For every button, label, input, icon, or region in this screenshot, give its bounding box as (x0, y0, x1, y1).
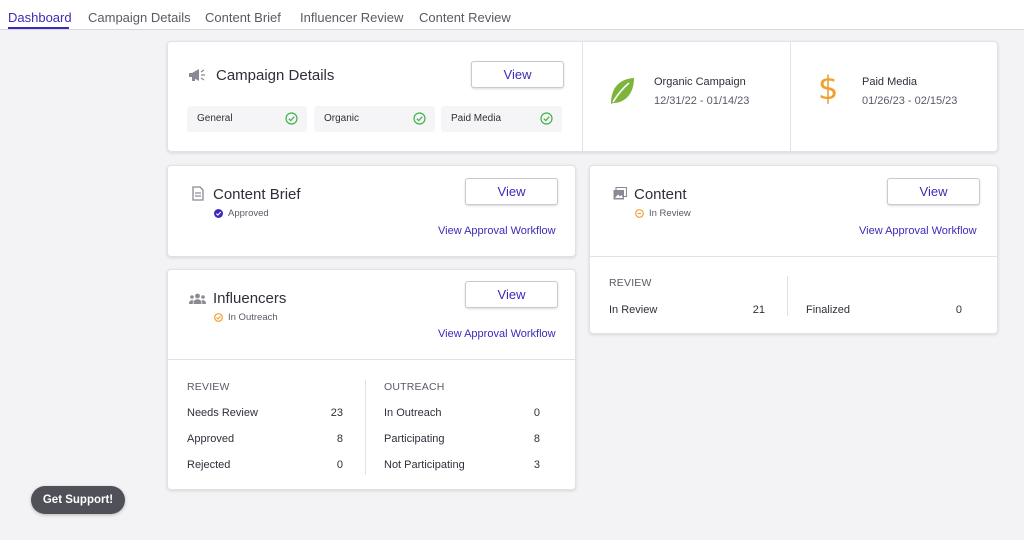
in-outreach-icon (214, 313, 223, 322)
stat-value: 21 (752, 304, 765, 316)
tab-bar: Dashboard Campaign Details Content Brief… (0, 0, 1024, 30)
content-brief-workflow-link[interactable]: View Approval Workflow (438, 225, 556, 237)
in-review-icon (635, 209, 644, 218)
dollar-icon: $ (818, 69, 839, 107)
stat-label: Rejected (187, 459, 231, 471)
review-heading: REVIEW (187, 381, 230, 393)
stat-value: 0 (955, 304, 962, 316)
divider (168, 359, 575, 360)
stat-label: Participating (384, 433, 445, 445)
megaphone-icon (189, 69, 205, 81)
divider (590, 256, 997, 257)
campaign-details-card: Campaign Details View General Organic Pa… (167, 41, 998, 152)
influencers-workflow-link[interactable]: View Approval Workflow (438, 328, 556, 340)
tab-influencer-review[interactable]: Influencer Review (300, 10, 404, 25)
approved-check-icon (214, 209, 223, 218)
status-label: In Outreach (228, 312, 278, 323)
document-icon (192, 186, 204, 201)
content-card: Content In Review View View Approval Wor… (589, 165, 998, 334)
influencers-view-button[interactable]: View (465, 281, 558, 308)
campaign-dates: 01/26/23 - 02/15/23 (862, 95, 958, 107)
stat-label: Approved (187, 433, 235, 445)
campaign-name: Organic Campaign (654, 76, 746, 88)
check-circle-icon (413, 112, 426, 125)
people-group-icon (189, 293, 206, 304)
divider (787, 276, 788, 316)
stat-label: Finalized (806, 304, 851, 316)
content-view-button[interactable]: View (887, 178, 980, 205)
stat-value: 8 (336, 433, 343, 445)
outreach-heading: OUTREACH (384, 381, 445, 393)
active-tab-indicator (8, 27, 69, 29)
stat-value: 8 (533, 433, 540, 445)
divider (365, 380, 366, 475)
influencers-card: Influencers In Outreach View View Approv… (167, 269, 576, 490)
image-gallery-icon (613, 187, 627, 200)
campaign-item-paid-media[interactable]: Paid Media (441, 106, 562, 132)
campaign-details-view-button[interactable]: View (471, 61, 564, 88)
status-label: In Review (649, 208, 691, 219)
campaign-item-label: Paid Media (451, 113, 502, 124)
stat-value: 0 (336, 459, 343, 471)
content-brief-view-button[interactable]: View (465, 178, 558, 205)
influencers-title: Influencers (213, 290, 287, 307)
campaign-item-label: General (197, 113, 233, 124)
campaign-item-organic[interactable]: Organic (314, 106, 435, 132)
tab-content-review[interactable]: Content Review (419, 10, 511, 25)
tab-dashboard[interactable]: Dashboard (8, 10, 72, 25)
review-heading: REVIEW (609, 277, 652, 289)
tab-campaign-details[interactable]: Campaign Details (88, 10, 191, 25)
status-badge: Approved (214, 208, 269, 219)
campaign-name: Paid Media (862, 76, 918, 88)
stat-label: Needs Review (187, 407, 258, 419)
campaign-dates: 12/31/22 - 01/14/23 (654, 95, 750, 107)
check-circle-icon (540, 112, 553, 125)
stat-label: Not Participating (384, 459, 465, 471)
status-badge: In Review (635, 208, 691, 219)
content-brief-title: Content Brief (213, 186, 301, 203)
status-label: Approved (228, 208, 269, 219)
stat-label: In Outreach (384, 407, 442, 419)
content-title: Content (634, 186, 687, 203)
content-brief-card: Content Brief Approved View View Approva… (167, 165, 576, 257)
content-workflow-link[interactable]: View Approval Workflow (859, 225, 977, 237)
get-support-button[interactable]: Get Support! (31, 486, 125, 514)
campaign-item-label: Organic (324, 113, 360, 124)
leaf-icon (611, 78, 634, 104)
stat-value: 0 (533, 407, 540, 419)
tab-content-brief[interactable]: Content Brief (205, 10, 281, 25)
stat-value: 3 (533, 459, 540, 471)
stat-label: In Review (609, 304, 658, 316)
check-circle-icon (285, 112, 298, 125)
campaign-details-title: Campaign Details (216, 67, 335, 84)
campaign-item-general[interactable]: General (187, 106, 307, 132)
divider (790, 42, 791, 151)
stat-value: 23 (330, 407, 343, 419)
divider (582, 42, 583, 151)
status-badge: In Outreach (214, 312, 278, 323)
